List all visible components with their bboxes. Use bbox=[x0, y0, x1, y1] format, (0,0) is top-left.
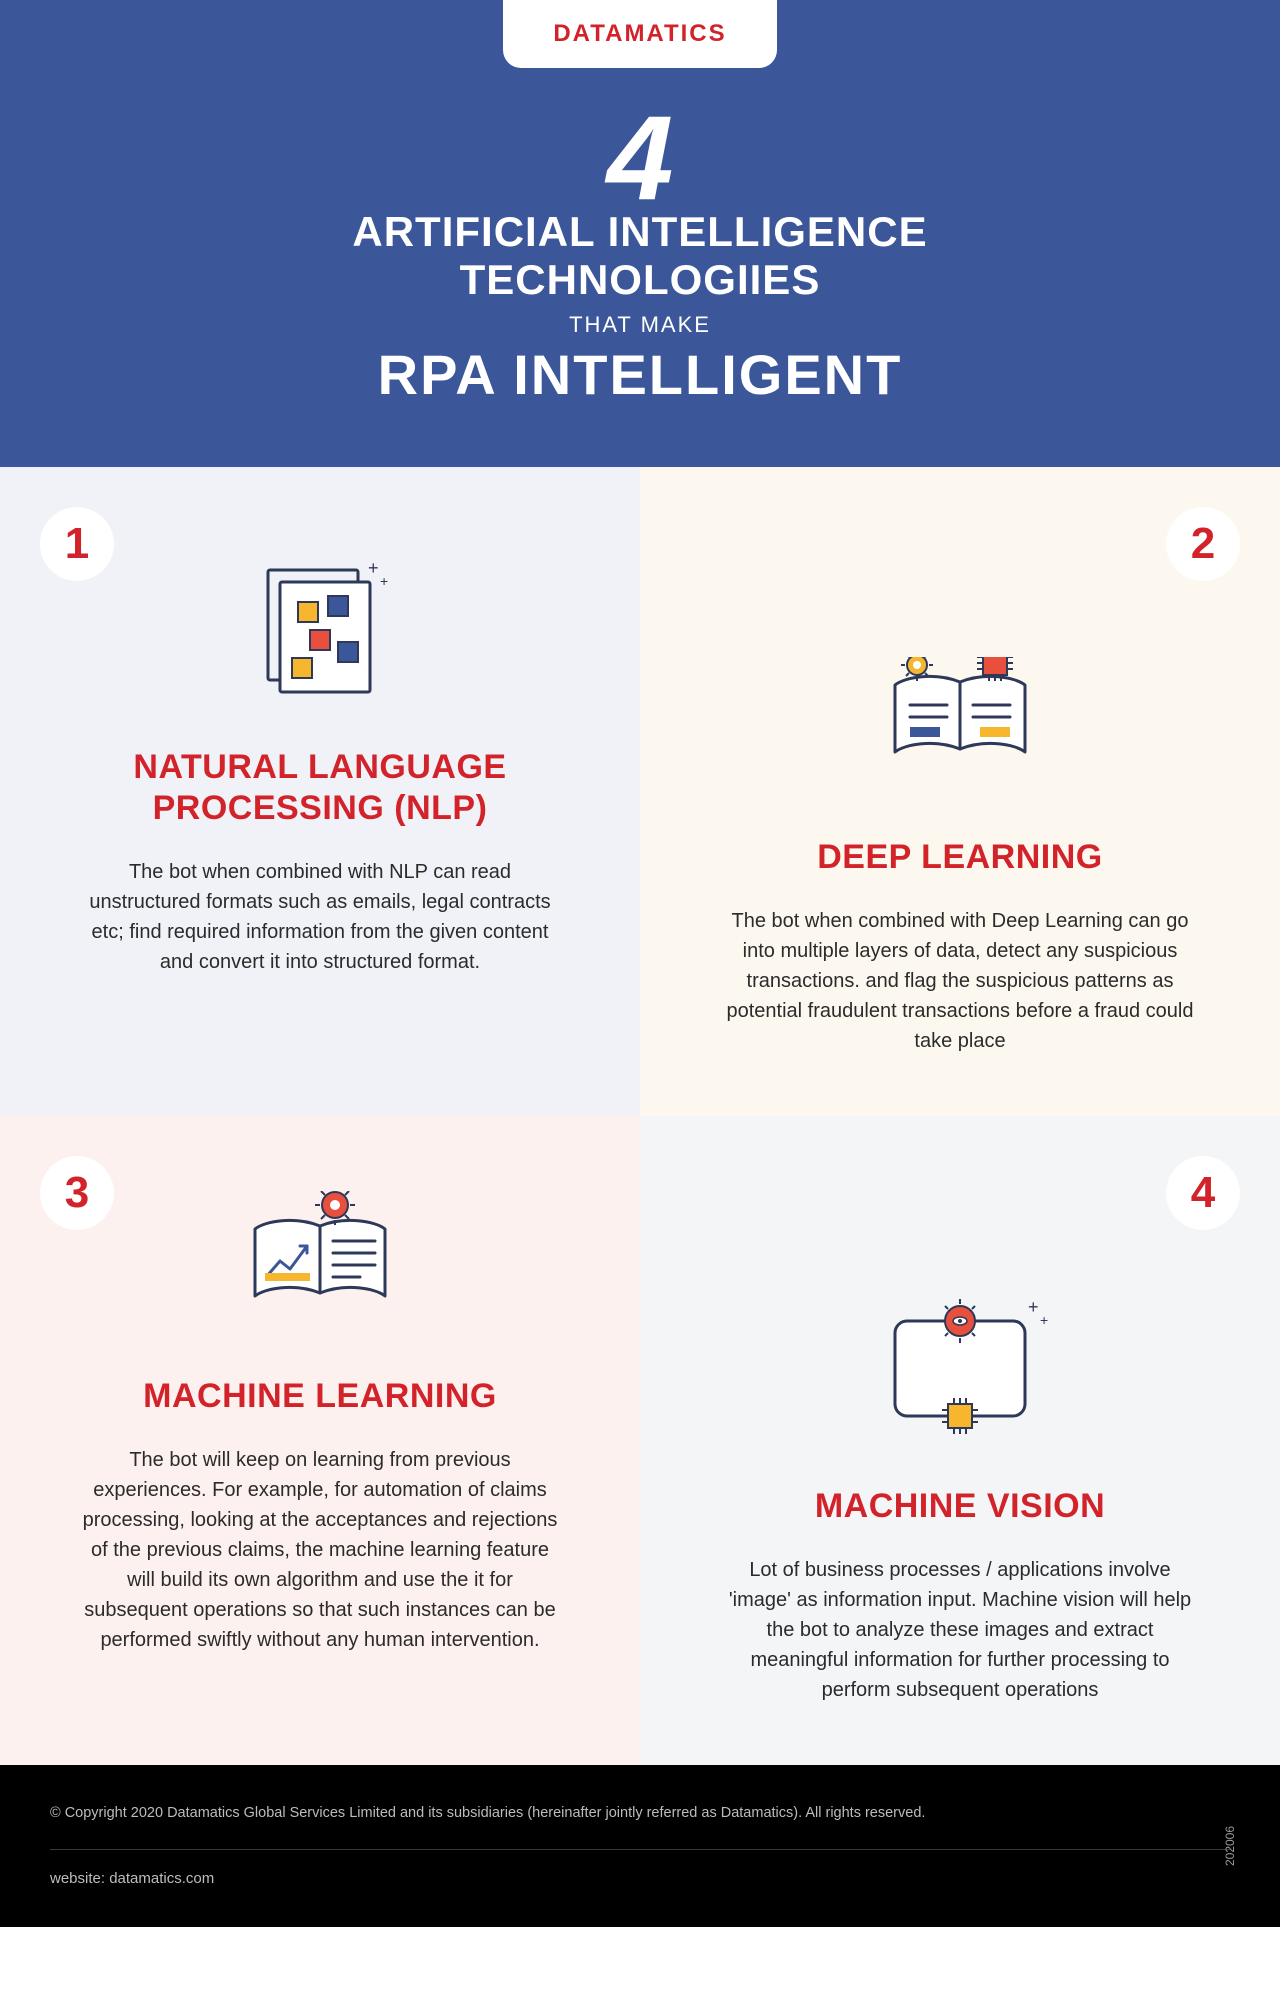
card-number: 2 bbox=[1166, 507, 1240, 581]
svg-text:+: + bbox=[1040, 1312, 1048, 1328]
svg-text:+: + bbox=[380, 573, 388, 589]
card-body: The bot when combined with NLP can read … bbox=[80, 857, 560, 977]
footer: © Copyright 2020 Datamatics Global Servi… bbox=[0, 1765, 1280, 1927]
card-deep-learning: 2 bbox=[640, 467, 1280, 1116]
card-title: MACHINE LEARNING bbox=[60, 1376, 580, 1417]
card-machine-learning: 3 MACH bbox=[0, 1116, 640, 1765]
card-number: 4 bbox=[1166, 1156, 1240, 1230]
card-number: 3 bbox=[40, 1156, 114, 1230]
card-title: NATURAL LANGUAGE PROCESSING (NLP) bbox=[60, 747, 580, 829]
card-title: DEEP LEARNING bbox=[700, 837, 1220, 878]
hero-line1: ARTIFICIAL INTELLIGENCE bbox=[0, 208, 1280, 256]
card-body: Lot of business processes / applications… bbox=[720, 1555, 1200, 1705]
svg-text:+: + bbox=[368, 558, 379, 578]
card-number: 1 bbox=[40, 507, 114, 581]
hero: DATAMATICS 4 ARTIFICIAL INTELLIGENCE TEC… bbox=[0, 0, 1280, 467]
hero-line3: THAT MAKE bbox=[0, 312, 1280, 338]
cards-grid: 1 + + NATURAL LANGUAGE PROCESSING (NLP) … bbox=[0, 467, 1280, 1765]
hero-line4: RPA INTELLIGENT bbox=[0, 342, 1280, 407]
website-text: website: datamatics.com bbox=[50, 1870, 1230, 1887]
hero-line2: TECHNOLOGIIES bbox=[0, 256, 1280, 304]
card-nlp: 1 + + NATURAL LANGUAGE PROCESSING (NLP) … bbox=[0, 467, 640, 1116]
copyright-text: © Copyright 2020 Datamatics Global Servi… bbox=[50, 1805, 1230, 1850]
card-title: MACHINE VISION bbox=[700, 1486, 1220, 1527]
nlp-icon: + + bbox=[60, 547, 580, 707]
machine-vision-icon: + + bbox=[700, 1286, 1220, 1446]
brand-name: DATAMATICS bbox=[553, 20, 726, 47]
doc-code: 202006 bbox=[1223, 1826, 1237, 1866]
brand-tab: DATAMATICS bbox=[503, 0, 776, 68]
hero-number: 4 bbox=[0, 98, 1280, 218]
card-body: The bot will keep on learning from previ… bbox=[80, 1445, 560, 1655]
svg-text:+: + bbox=[1028, 1297, 1039, 1317]
machine-learning-icon bbox=[60, 1176, 580, 1336]
card-body: The bot when combined with Deep Learning… bbox=[720, 906, 1200, 1056]
card-machine-vision: 4 + + bbox=[640, 1116, 1280, 1765]
deep-learning-icon bbox=[700, 637, 1220, 797]
